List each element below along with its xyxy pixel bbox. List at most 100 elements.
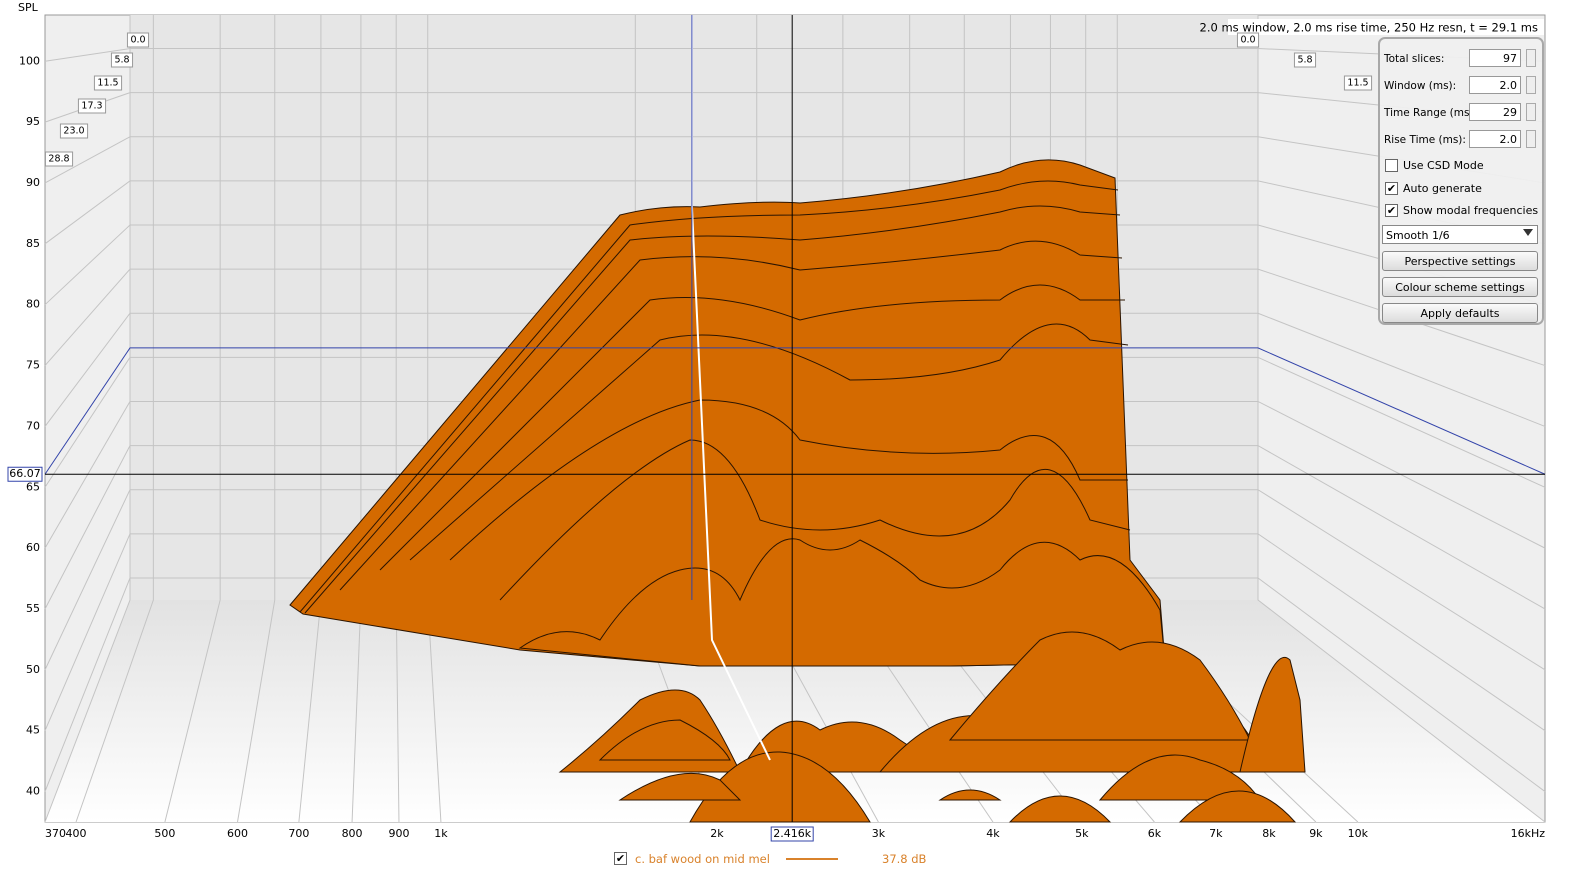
info-text: 2.0 ms window, 2.0 ms rise time, 250 Hz … — [1200, 21, 1538, 35]
spinner[interactable] — [1526, 103, 1536, 121]
field-input[interactable]: 97 — [1469, 49, 1521, 67]
y-tick-label: 50 — [26, 663, 40, 676]
y-tick-label: 90 — [26, 176, 40, 189]
checkbox[interactable]: ✔ — [1385, 181, 1398, 195]
time-label: 5.8 — [110, 52, 134, 68]
x-tick-label: 700 — [288, 827, 309, 840]
x-tick-label: 2k — [710, 827, 724, 840]
checkbox-label: Use CSD Mode — [1403, 159, 1484, 172]
x-tick-label: 500 — [154, 827, 175, 840]
checkbox[interactable] — [1385, 159, 1398, 172]
grid-line — [44, 15, 131, 823]
field-input[interactable]: 29 — [1469, 103, 1521, 121]
x-tick-label: 8k — [1262, 827, 1276, 840]
legend-name: c. baf wood on mid mel — [635, 852, 770, 866]
checkbox-label: Show modal frequencies — [1403, 204, 1539, 217]
cursor-y-label: 66.07 — [9, 467, 41, 480]
cursor-x-box — [770, 826, 814, 842]
time-label: 11.5 — [1343, 75, 1373, 91]
grid-line — [75, 15, 154, 823]
y-tick-label: 85 — [26, 237, 40, 250]
x-tick-label: 7k — [1209, 827, 1223, 840]
x-tick-label: 600 — [227, 827, 248, 840]
time-label-box — [1236, 32, 1260, 48]
time-label: 17.3 — [77, 98, 107, 114]
time-label-box — [110, 52, 134, 68]
time-label-text: 11.5 — [97, 78, 118, 89]
time-label-text: 5.8 — [114, 55, 129, 66]
button[interactable]: Colour scheme settings — [1382, 277, 1538, 297]
time-label-box — [126, 32, 150, 48]
cursor-x-label: 2.416k — [773, 827, 811, 840]
settings-panel: Total slices: 97 Window (ms): 2.0 Time Range… — [1378, 37, 1544, 325]
x-tick-label: 3k — [872, 827, 886, 840]
y-tick-label: 55 — [26, 602, 40, 615]
time-label-text: 28.8 — [48, 154, 69, 165]
checkbox[interactable]: ✔ — [1385, 204, 1398, 217]
time-label: 23.0 — [59, 123, 89, 139]
y-tick-label: 95 — [26, 115, 40, 128]
spinner[interactable] — [1526, 49, 1536, 67]
time-label-box — [44, 151, 74, 167]
y-tick-label: 60 — [26, 541, 40, 554]
x-tick-label: 800 — [342, 827, 363, 840]
checkbox[interactable]: ✔ — [614, 852, 627, 865]
waterfall-surface — [289, 159, 1306, 823]
time-label-box — [59, 123, 89, 139]
dropdown[interactable]: Smooth 1/6 — [1382, 225, 1538, 244]
cursor-y-box — [7, 466, 43, 482]
time-label-box — [1343, 75, 1373, 91]
time-label: 5.8 — [1293, 52, 1317, 68]
y-tick-label: 45 — [26, 724, 40, 737]
grid-line — [237, 15, 276, 823]
time-label-box — [93, 75, 123, 91]
x-tick-label: 400 — [66, 827, 87, 840]
x-tick-label: 1k — [434, 827, 448, 840]
field-input[interactable]: 2.0 — [1469, 130, 1521, 148]
x-tick-label: 4k — [986, 827, 1000, 840]
y-tick-label: 65 — [26, 480, 40, 493]
y-tick-label: 80 — [26, 298, 40, 311]
x-tick-label: 16kHz — [1511, 827, 1546, 840]
x-tick-label: 370 — [45, 827, 66, 840]
time-label-text: 17.3 — [81, 101, 102, 112]
time-label-text: 23.0 — [63, 126, 84, 137]
field-label: Window (ms): — [1384, 80, 1457, 92]
legend-swatch — [786, 858, 838, 860]
button[interactable]: Perspective settings — [1382, 251, 1538, 271]
time-label-text: 5.8 — [1297, 55, 1312, 66]
field-label: Total slices: — [1384, 53, 1445, 65]
legend-level: 37.8 dB — [882, 852, 927, 866]
time-label-text: 11.5 — [1347, 78, 1368, 89]
time-label-text: 0.0 — [1240, 35, 1255, 46]
y-axis-label: SPL — [18, 1, 39, 14]
time-label: 28.8 — [44, 151, 74, 167]
spinner[interactable] — [1526, 130, 1536, 148]
info-box — [1228, 19, 1544, 35]
dropdown-arrow — [1523, 229, 1533, 236]
x-tick-label: 9k — [1309, 827, 1323, 840]
grid-line — [164, 15, 221, 823]
y-tick-label: 70 — [26, 419, 40, 432]
y-tick-label: 100 — [19, 54, 40, 67]
time-label-text: 0.0 — [130, 35, 145, 46]
x-tick-label: 5k — [1075, 827, 1089, 840]
button[interactable]: Apply defaults — [1382, 303, 1538, 323]
time-label: 11.5 — [93, 75, 123, 91]
cursor-back-line — [44, 347, 1546, 475]
time-label-box — [77, 98, 107, 114]
spinner[interactable] — [1526, 76, 1536, 94]
x-tick-label: 900 — [388, 827, 409, 840]
x-tick-label: 10k — [1348, 827, 1369, 840]
field-input[interactable]: 2.0 — [1469, 76, 1521, 94]
time-label: 0.0 — [1236, 32, 1260, 48]
time-label: 0.0 — [126, 32, 150, 48]
field-label: Rise Time (ms): — [1384, 134, 1466, 146]
y-tick-label: 75 — [26, 359, 40, 372]
grid-line — [1257, 15, 1546, 823]
x-tick-label: 6k — [1148, 827, 1162, 840]
field-label: Time Range (ms): — [1384, 107, 1478, 119]
checkbox-label: Auto generate — [1403, 181, 1482, 195]
